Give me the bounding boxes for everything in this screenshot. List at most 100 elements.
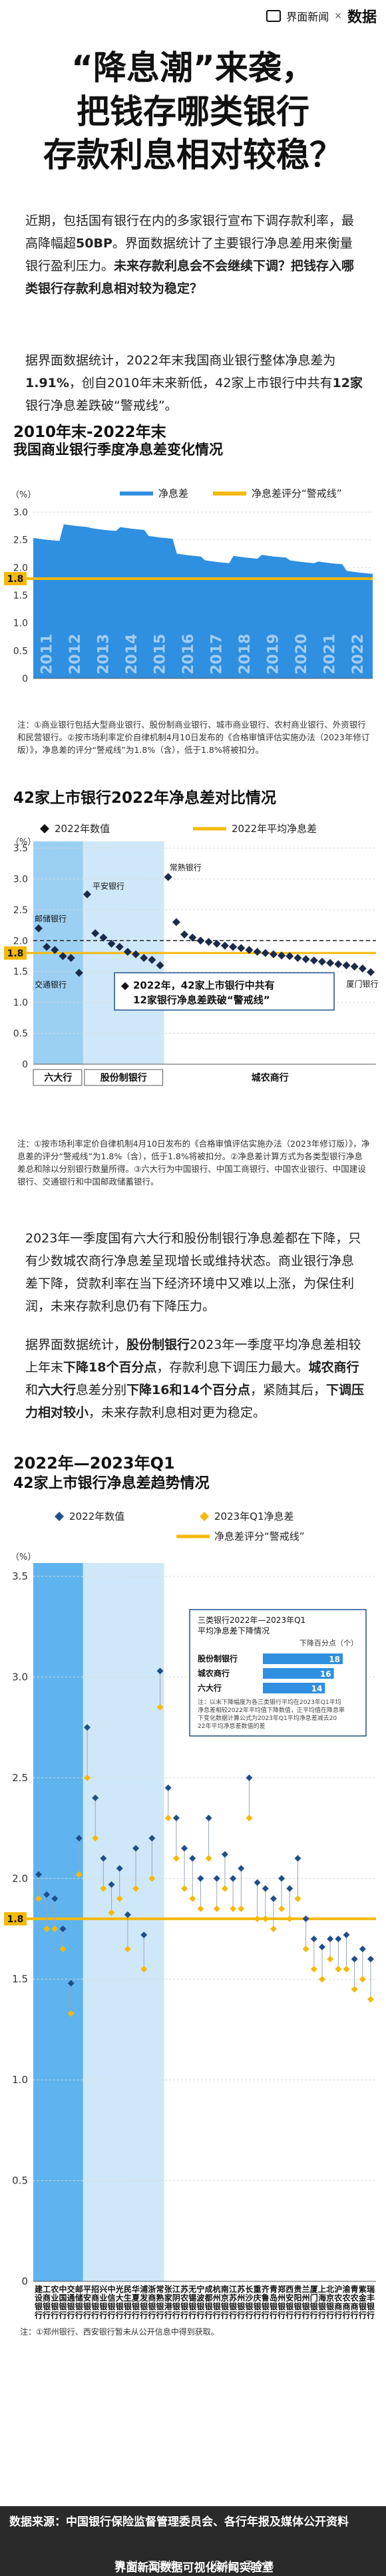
chart3-point-2023q1 (181, 1885, 188, 1892)
headline-line-3: 存款利息相对较稳？ (43, 136, 343, 174)
chart3-point-2023q1 (92, 1834, 99, 1842)
chart3-summary-title-1: 三类银行2022年—2023年Q1 (198, 1616, 305, 1625)
chart2-group-box-big6 (33, 1069, 83, 1086)
chart3-bank-label: 浙商银行 (147, 2284, 156, 2320)
chart2-point (196, 936, 205, 945)
chart3-point-2022 (43, 1891, 51, 1898)
chart2-label-changshu: 常熟银行 (170, 863, 202, 873)
chart2-point (278, 951, 286, 960)
chart3-y-tick: 2.5 (12, 1772, 28, 1784)
chart3-bank-label: 青农商行 (350, 2284, 359, 2320)
chart2-point (91, 929, 100, 938)
chart3-bank-label: 成都银行 (204, 2284, 214, 2320)
chart3-bank-label: 紫金银行 (358, 2284, 367, 2320)
chart1-y-tick: 1.0 (13, 619, 28, 629)
chart3-bank-label: 建设银行 (34, 2284, 43, 2320)
chart3-bank-label: 西安银行 (285, 2285, 294, 2320)
chart3-point-2022 (270, 1895, 277, 1902)
chart3-bank-label: 渝农商行 (341, 2284, 351, 2320)
chart3-bank-label: 苏州银行 (236, 2284, 246, 2320)
chart3-bank-label: 宁波银行 (196, 2284, 205, 2320)
chart2-label-psbc: 邮储银行 (35, 914, 67, 924)
chart2-point (358, 964, 367, 973)
chart2-point (342, 961, 351, 970)
chart3-bank-label: 齐鲁银行 (261, 2284, 270, 2320)
designer-name: 孟令祎 (244, 2559, 274, 2571)
chart3-footnote: 注：①郑州银行、西安银行暂未从公开信息中得到获取。 (20, 2327, 219, 2337)
chart3-point-2022 (286, 1885, 293, 1892)
planner-name: 王涓婷 (147, 2559, 178, 2571)
chart2-point (35, 924, 43, 932)
chart3-point-2023q1 (230, 1905, 237, 1912)
chart3-point-2022 (351, 1955, 358, 1963)
chart1-x-tick: 2020 (293, 634, 310, 674)
chart3-point-2022 (156, 1667, 164, 1675)
chart3-bank-label: 平安银行 (83, 2285, 92, 2320)
chart2-legend-label-main: 2022年数值 (55, 823, 110, 835)
chart2-point (132, 950, 140, 958)
chart3-point-2022 (318, 1943, 325, 1951)
chart3-point-2023q1 (148, 1875, 156, 1882)
chart2-group-label-big6: 六大行 (44, 1072, 72, 1083)
chart2-point (301, 955, 310, 964)
chart2-point (140, 954, 148, 962)
designer-label: 设 计： (210, 2559, 244, 2571)
chart3-point-2023q1 (75, 1871, 83, 1878)
credits: 界面新闻数据可视化新闻实验室 (9, 2558, 379, 2576)
chart3-point-2022 (238, 1865, 245, 1872)
chart3-title-1: 2022年—2023年Q1 (13, 1454, 175, 1473)
chart3-point-2023q1 (286, 1915, 293, 1922)
chart3-point-2022 (100, 1855, 107, 1862)
chart3-point-2022 (262, 1885, 269, 1892)
chart1-x-tick: 2014 (124, 634, 140, 674)
chart2-callout-box (114, 972, 335, 1011)
chart3-summary-row-name: 股份制银行 (198, 1653, 238, 1663)
chart2-point (237, 944, 246, 952)
chart3-point-2023q1 (43, 1926, 51, 1932)
chart1-legend-label-ref: 净息差评分“警戒线” (252, 488, 342, 500)
chart3-bank-label: 工商银行 (42, 2285, 51, 2320)
chart2-point (123, 948, 132, 956)
chart2-point (164, 873, 172, 881)
chart3-point-2022 (302, 1915, 309, 1922)
chart3-bank-label: 招商银行 (91, 2284, 100, 2320)
chart3-point-2022 (205, 1814, 212, 1822)
chart2-point (317, 957, 326, 966)
chart3-point-2023q1 (84, 1774, 91, 1781)
chart3-point-2022 (140, 1932, 148, 1939)
chart1-y-tick: 2.5 (13, 535, 28, 546)
chart1-x-tick: 2022 (350, 634, 367, 674)
chart2-y-tick: 1.5 (13, 967, 28, 978)
chart2-point (99, 933, 108, 942)
chart3-point-2023q1 (132, 1885, 140, 1892)
chart3-point-2022 (108, 1881, 115, 1888)
chart3-point-2022 (172, 1814, 180, 1822)
chart2-point (367, 968, 375, 976)
chart2-callout-line2: 12家银行净息差跌破“警戒线” (133, 994, 270, 1006)
chart1-area-series (33, 524, 373, 678)
chart2-point (83, 890, 92, 899)
chart2-point (75, 968, 83, 977)
chart1-y-tick: 1.5 (13, 591, 28, 601)
chart2-point (245, 946, 254, 954)
chart2-point (350, 962, 359, 971)
chart3-unit-label: （%） (11, 1552, 36, 1562)
data-source: 数据来源：中国银行保险监督管理委员会、各行年报及媒体公开资料 (9, 2515, 349, 2529)
chart3-point-2023q1 (367, 1996, 374, 2003)
chart2-y-tick: 3.0 (13, 874, 28, 885)
chart3-point-2022 (230, 1875, 237, 1882)
chart2-y-tick: 1.0 (13, 998, 28, 1008)
chart3-point-2022 (75, 1834, 83, 1842)
chart3-point-2022 (197, 1875, 204, 1882)
chart3-bank-label: 杭州银行 (212, 2284, 222, 2320)
headline-line-1: “降息潮”来袭， (71, 49, 315, 87)
chart2-note: 注：①按市场利率定价自律机制4月10日发布的《合格审慎评估实施办法（2023年修… (17, 1139, 370, 1187)
chart2-point (334, 960, 343, 968)
chart3-point-2023q1 (108, 1909, 115, 1916)
chart2-point (269, 950, 278, 958)
chart3-point-2022 (367, 1955, 374, 1963)
chart3-point-2022 (51, 1895, 59, 1902)
chart1-x-tick: 2015 (152, 634, 168, 674)
chart3-point-2023q1 (343, 1965, 350, 1973)
